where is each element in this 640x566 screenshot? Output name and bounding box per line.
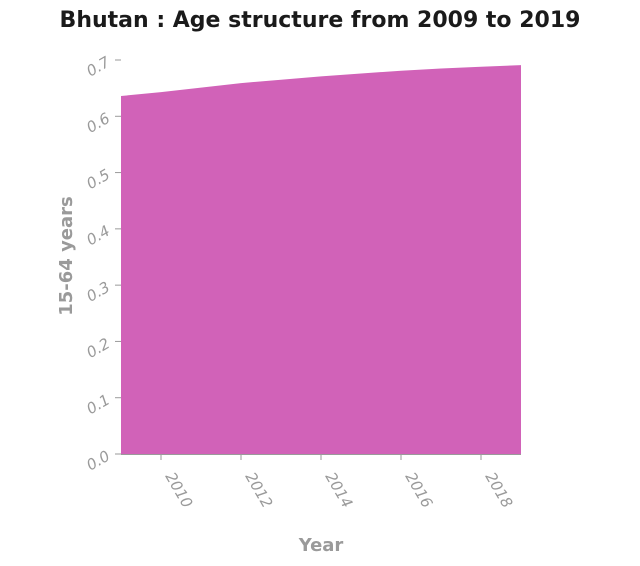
y-tick-label: 0.1 [83,391,113,419]
y-tick-label: 0.4 [83,222,113,250]
x-tick-label: 2010 [162,469,197,511]
y-tick-label: 0.6 [83,109,113,137]
chart-title: Bhutan : Age structure from 2009 to 2019 [59,8,581,33]
plot-area [121,65,521,454]
x-axis-title: Year [298,535,344,556]
x-tick-label: 2018 [482,469,517,511]
y-tick-label: 0.0 [83,447,113,475]
y-tick-label: 0.7 [83,53,113,81]
y-tick-label: 0.5 [83,165,113,193]
x-tick-label: 2014 [322,469,357,511]
area-series [121,65,521,454]
x-tick-label: 2016 [402,469,437,511]
y-tick-label: 0.2 [83,334,113,362]
x-tick-label: 2012 [242,469,277,511]
x-axis: 2010 2012 2014 2016 2018 [121,454,521,511]
y-axis: 0.0 0.1 0.2 0.3 0.4 0.5 0.6 0.7 [83,53,121,475]
y-tick-label: 0.3 [83,278,113,306]
y-axis-title: 15-64 years [56,196,77,316]
